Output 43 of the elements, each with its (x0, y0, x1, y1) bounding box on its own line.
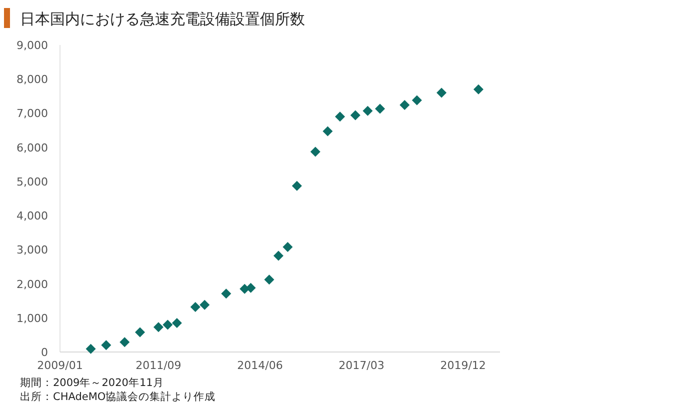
point (135, 327, 145, 338)
point (322, 126, 333, 136)
text: 出所：CHAdeMO協議会の集計より作成 (20, 390, 216, 403)
point (282, 242, 293, 252)
y-tick-label: 9,000 (16, 39, 48, 52)
y-tick-label: 4,000 (16, 210, 48, 223)
point (375, 104, 385, 114)
y-tick-label: 7,000 (16, 107, 48, 120)
point (473, 84, 484, 94)
point (412, 95, 422, 106)
point (120, 337, 130, 348)
point (200, 300, 210, 310)
chart-title: 日本国内における急速充電設備設置個所数 (20, 10, 305, 28)
y-tick-label: 5,000 (16, 175, 48, 188)
point (101, 340, 112, 350)
point (400, 100, 410, 110)
point (350, 110, 360, 120)
point (335, 112, 345, 122)
point (162, 320, 173, 330)
y-tick-label: 2,000 (16, 278, 48, 291)
x-tick-label: 2011/09 (136, 359, 182, 372)
y-tick-label: 8,000 (16, 73, 48, 86)
point (292, 180, 302, 191)
y-tick-label: 3,000 (16, 244, 48, 257)
point (221, 288, 232, 299)
point (310, 146, 320, 157)
point (86, 344, 96, 354)
point (362, 106, 373, 116)
y-tick-label: 0 (41, 346, 48, 359)
point (436, 88, 447, 98)
x-tick-label: 2017/03 (338, 359, 384, 372)
x-tick-label: 2019/12 (440, 359, 486, 372)
y-tick-label: 6,000 (16, 141, 48, 154)
x-tick-label: 2014/06 (237, 359, 283, 372)
point (190, 302, 200, 312)
point (153, 322, 164, 332)
point (264, 274, 274, 285)
text: 期間：2009年～2020年11月 (20, 377, 164, 389)
point (246, 282, 256, 293)
point (172, 318, 182, 328)
x-tick-label: 2009/01 (37, 359, 83, 372)
point (273, 250, 284, 261)
y-tick-label: 1,000 (16, 312, 48, 325)
